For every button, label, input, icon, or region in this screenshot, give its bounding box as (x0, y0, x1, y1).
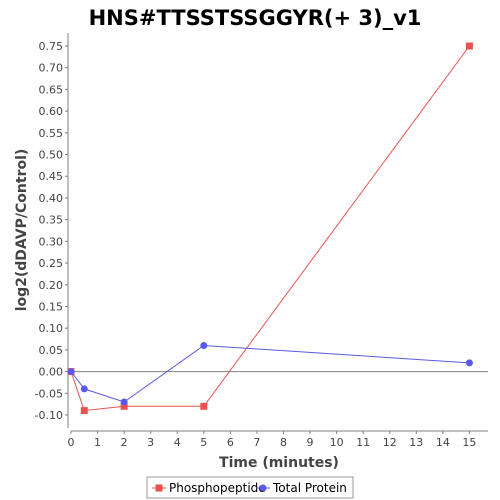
y-tick-label: 0.25 (39, 257, 64, 270)
legend-label: Phosphopeptide (169, 481, 266, 495)
data-point (120, 402, 128, 410)
x-tick-label: 2 (121, 436, 128, 449)
x-tick-label: 7 (253, 436, 260, 449)
x-tick-label: 9 (307, 436, 314, 449)
series-total-protein (67, 342, 473, 406)
legend-item-phosphopeptide: Phosphopeptide (152, 481, 266, 495)
y-tick-label: 0.20 (39, 279, 64, 292)
legend-marker (259, 484, 267, 492)
data-point (200, 342, 208, 350)
y-tick-label: 0.60 (39, 105, 64, 118)
series-layer (67, 42, 473, 415)
y-tick-label: 0.70 (39, 62, 64, 75)
x-tick-label: 6 (227, 436, 234, 449)
x-tick-label: 0 (68, 436, 75, 449)
y-tick-label: 0.50 (39, 149, 64, 162)
y-tick-label: 0.05 (39, 344, 64, 357)
legend-label: Total Protein (272, 481, 347, 495)
legend: Phosphopeptide Total Protein (146, 476, 354, 499)
y-tick-label: 0.75 (39, 40, 64, 53)
x-axis: 0 1 2 3 4 5 6 7 8 9 10 11 12 13 14 15 (68, 430, 488, 449)
y-tick-label: 0.40 (39, 192, 64, 205)
y-axis-label: log2(dDAVP/Control) (14, 149, 30, 312)
y-tick-label: 0.65 (39, 83, 64, 96)
y-axis: -0.10 -0.05 0.00 0.05 0.10 0.15 0.20 0.25 0.30 0.… (35, 33, 69, 428)
plot-area (71, 33, 488, 428)
x-tick-label: 5 (200, 436, 207, 449)
y-tick-label: -0.05 (35, 387, 63, 400)
data-point (465, 359, 473, 367)
x-tick-label: 11 (356, 436, 370, 449)
data-point (465, 42, 473, 50)
data-point (120, 398, 128, 406)
x-tick-label: 4 (174, 436, 181, 449)
y-tick-label: 0.30 (39, 235, 64, 248)
x-axis-label: Time (minutes) (219, 455, 339, 471)
y-tick-label: 0.15 (39, 300, 64, 313)
x-tick-label: 1 (94, 436, 101, 449)
legend-box (146, 476, 354, 499)
x-tick-label: 8 (280, 436, 287, 449)
data-point (200, 402, 208, 410)
x-tick-label: 14 (436, 436, 450, 449)
y-tick-label: -0.10 (35, 409, 63, 422)
legend-item-total-protein: Total Protein (256, 481, 347, 495)
data-point (80, 407, 88, 415)
x-tick-label: 12 (383, 436, 397, 449)
y-tick-label: 0.10 (39, 322, 64, 335)
data-point (80, 385, 88, 393)
legend-marker (155, 484, 163, 492)
y-tick-label: 0.45 (39, 170, 64, 183)
y-tick-label: 0.35 (39, 214, 64, 227)
y-tick-label: 0.55 (39, 127, 64, 140)
chart-title: HNS#TTSSTSSGGYR(+ 3)_v1 (89, 6, 422, 30)
x-tick-label: 10 (330, 436, 344, 449)
data-point (67, 368, 75, 376)
y-tick-label: 0.00 (39, 366, 64, 379)
x-tick-label: 3 (147, 436, 154, 449)
x-tick-label: 13 (409, 436, 423, 449)
x-tick-label: 15 (462, 436, 476, 449)
